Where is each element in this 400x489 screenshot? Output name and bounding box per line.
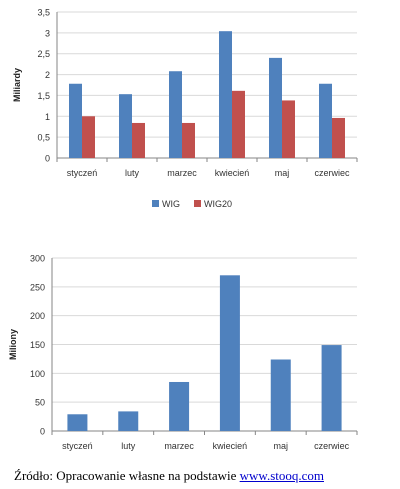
source-prefix: Źródło: Opracowanie własne na podstawie (14, 468, 240, 483)
x-tick-label: luty (121, 441, 136, 451)
x-tick-label: marzec (167, 168, 197, 178)
y-tick-label: 2,5 (37, 49, 50, 59)
legend-swatch-wig20 (194, 200, 201, 207)
legend-label-wig: WIG (162, 199, 180, 209)
y-axis-title: Miliony (8, 329, 18, 360)
y-tick-label: 1 (45, 112, 50, 122)
bar-wig20-4 (282, 100, 295, 158)
bar-series-4 (270, 359, 291, 431)
y-tick-label: 2 (45, 70, 50, 80)
chart-1-monthly-turnover-billions: 0 0,5 1 1,5 2 2,5 3 3,5 styczeń luty marzec kwiecie… (12, 8, 358, 209)
y-tick-label: 3,5 (37, 8, 50, 18)
bar-wig20-5 (332, 117, 345, 158)
bar-series-5 (321, 345, 342, 431)
legend-swatch-wig (152, 200, 159, 207)
bar-series-0 (67, 414, 88, 431)
chart-2-monthly-turnover-millions: 0 50 100 150 200 250 300 styczeń luty marzec kwiec… (8, 254, 358, 451)
x-tick-label: kwiecień (213, 441, 248, 451)
bar-wig20-1 (132, 122, 145, 158)
bar-wig-2 (169, 71, 182, 158)
y-tick-label: 0 (40, 427, 45, 437)
y-tick-label: 100 (30, 369, 45, 379)
bar-series-2 (169, 381, 190, 431)
y-tick-label: 3 (45, 28, 50, 38)
bar-wig-3 (219, 31, 232, 159)
x-tick-label: maj (273, 441, 288, 451)
x-tick-label: styczeń (62, 441, 93, 451)
bar-wig20-2 (182, 122, 195, 158)
x-tick-label: kwiecień (215, 168, 250, 178)
bar-series-1 (118, 411, 139, 431)
bar-series-3 (219, 275, 240, 431)
x-tick-label: czerwiec (314, 441, 350, 451)
y-tick-label: 0,5 (37, 133, 50, 143)
y-tick-label: 250 (30, 282, 45, 292)
y-axis-title: Miliardy (12, 68, 22, 102)
bar-wig-1 (119, 94, 132, 158)
source-link[interactable]: www.stooq.com (239, 468, 324, 483)
y-tick-label: 0 (45, 154, 50, 164)
x-tick-label: maj (275, 168, 290, 178)
bar-wig20-3 (232, 90, 245, 158)
x-tick-label: czerwiec (314, 168, 350, 178)
x-tick-label: styczeń (67, 168, 98, 178)
y-tick-label: 300 (30, 254, 45, 264)
legend-label-wig20: WIG20 (204, 199, 232, 209)
x-tick-label: luty (125, 168, 140, 178)
y-tick-label: 50 (35, 398, 45, 408)
bar-wig20-0 (82, 116, 95, 158)
bar-wig-5 (319, 83, 332, 158)
y-tick-label: 150 (30, 340, 45, 350)
bar-wig-4 (269, 57, 282, 159)
source-note: Źródło: Opracowanie własne na podstawie … (14, 468, 394, 484)
bar-wig-0 (69, 83, 82, 158)
y-tick-label: 1,5 (37, 91, 50, 101)
y-tick-label: 200 (30, 311, 45, 321)
x-tick-label: marzec (164, 441, 194, 451)
